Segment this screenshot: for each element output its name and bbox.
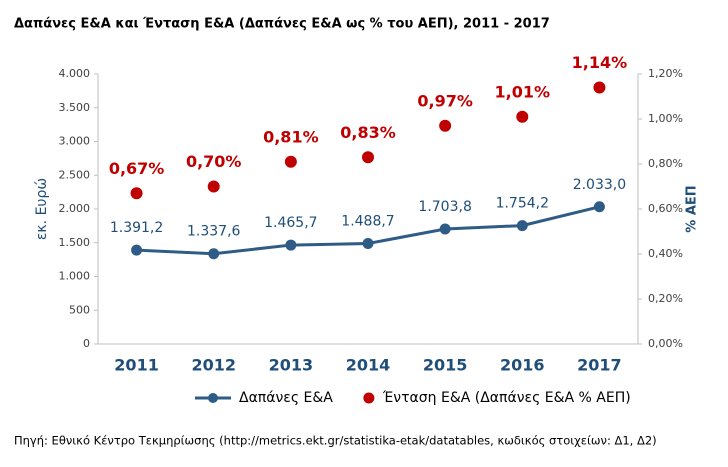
- line-marker: [362, 238, 374, 250]
- dot: [284, 155, 297, 168]
- x-tick-label: 2017: [577, 356, 622, 375]
- value-label: 1,14%: [572, 53, 628, 72]
- line-marker: [593, 201, 605, 213]
- legend-marker: [363, 392, 375, 404]
- x-tick-label: 2014: [346, 356, 391, 375]
- y2-tick-label: 0,20%: [648, 292, 683, 305]
- chart-title: Δαπάνες Ε&Α και Ένταση Ε&Α (Δαπάνες Ε&Α …: [14, 17, 550, 32]
- x-tick-label: 2011: [114, 356, 159, 375]
- value-label: 0,67%: [109, 159, 165, 178]
- dot: [516, 110, 529, 123]
- line-marker: [208, 248, 220, 260]
- legend-label: Δαπάνες Ε&Α: [239, 390, 333, 406]
- y2-tick-label: 0,00%: [648, 337, 683, 350]
- x-tick-label: 2013: [269, 356, 314, 375]
- value-label: 0,70%: [186, 152, 242, 171]
- value-label: 0,97%: [417, 91, 473, 110]
- x-tick-label: 2016: [500, 356, 545, 375]
- y2-tick-label: 0,60%: [648, 202, 683, 215]
- dot: [207, 180, 220, 193]
- y-tick-label: 0: [83, 337, 90, 350]
- y-tick-label: 2.500: [59, 168, 91, 181]
- value-label: 0,83%: [340, 123, 396, 142]
- y2-tick-label: 0,40%: [648, 247, 683, 260]
- value-label: 1.465,7: [264, 215, 317, 231]
- y-axis-label: εκ. Ευρώ: [34, 178, 50, 240]
- line-marker: [131, 244, 143, 256]
- value-label: 1.391,2: [110, 220, 163, 236]
- dot: [362, 151, 374, 164]
- value-label: 0,81%: [263, 127, 319, 146]
- y-tick-label: 4.000: [59, 67, 91, 80]
- y2-tick-label: 0,80%: [648, 157, 683, 170]
- line-marker: [439, 223, 451, 235]
- x-tick-label: 2015: [423, 356, 468, 375]
- dot: [439, 119, 452, 132]
- y2-tick-label: 1,20%: [648, 67, 683, 80]
- y2-axis-label: % ΑΕΠ: [685, 185, 700, 232]
- y-tick-label: 1.500: [59, 236, 91, 249]
- line-marker: [516, 220, 528, 232]
- legend-label: Ένταση Ε&Α (Δαπάνες Ε&Α % ΑΕΠ): [382, 390, 631, 406]
- value-label: 1.754,2: [496, 196, 549, 212]
- line-marker: [285, 239, 297, 251]
- value-label: 1.488,7: [341, 214, 394, 230]
- dot: [130, 187, 143, 200]
- value-label: 1.337,6: [187, 224, 241, 240]
- value-label: 2.033,0: [573, 177, 626, 193]
- x-tick-label: 2012: [191, 356, 236, 375]
- y2-tick-label: 1,00%: [648, 112, 683, 125]
- value-label: 1,01%: [495, 82, 551, 101]
- y-tick-label: 3.000: [59, 135, 91, 148]
- value-label: 1.703,8: [418, 199, 471, 215]
- y-tick-label: 3.500: [59, 101, 91, 114]
- y-tick-label: 1.000: [59, 270, 91, 283]
- source-note: Πηγή: Εθνικό Κέντρο Τεκμηρίωσης (http://…: [14, 434, 657, 448]
- legend-marker: [208, 393, 218, 403]
- y-tick-label: 2.000: [59, 202, 91, 215]
- y-tick-label: 500: [69, 303, 90, 316]
- dot: [593, 81, 606, 94]
